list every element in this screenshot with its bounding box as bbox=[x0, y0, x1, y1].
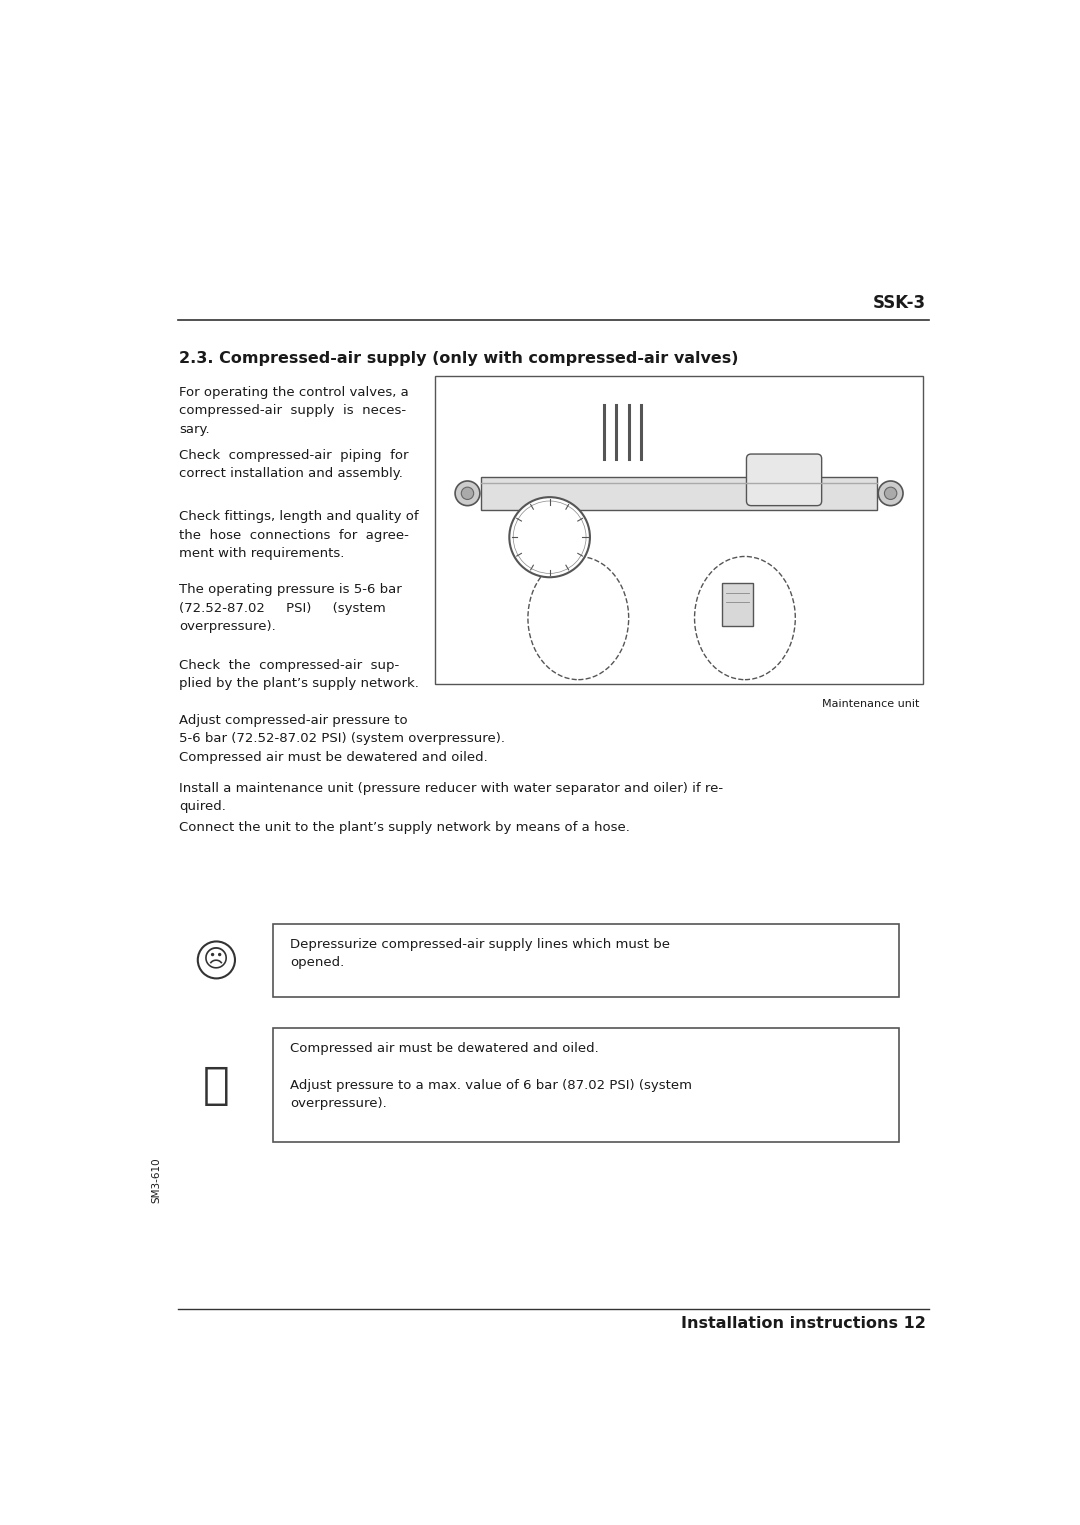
Circle shape bbox=[513, 502, 586, 573]
Text: Adjust compressed-air pressure to
5-6 bar (72.52-87.02 PSI) (system overpressure: Adjust compressed-air pressure to 5-6 ba… bbox=[179, 714, 505, 746]
Circle shape bbox=[461, 486, 474, 500]
Circle shape bbox=[510, 497, 590, 578]
Text: ☹: ☹ bbox=[203, 947, 229, 971]
Text: Installation instructions 12: Installation instructions 12 bbox=[680, 1316, 926, 1331]
Text: Install a maintenance unit (pressure reducer with water separator and oiler) if : Install a maintenance unit (pressure red… bbox=[179, 782, 724, 813]
Text: 👉: 👉 bbox=[203, 1064, 230, 1107]
Circle shape bbox=[885, 486, 896, 500]
FancyBboxPatch shape bbox=[746, 454, 822, 506]
Circle shape bbox=[198, 941, 235, 979]
FancyBboxPatch shape bbox=[273, 1028, 900, 1142]
Text: Compressed air must be dewatered and oiled.: Compressed air must be dewatered and oil… bbox=[291, 1042, 598, 1055]
FancyBboxPatch shape bbox=[435, 375, 923, 683]
Text: Adjust pressure to a max. value of 6 bar (87.02 PSI) (system
overpressure).: Adjust pressure to a max. value of 6 bar… bbox=[291, 1078, 692, 1110]
Text: Connect the unit to the plant’s supply network by means of a hose.: Connect the unit to the plant’s supply n… bbox=[179, 820, 630, 834]
Text: SSK-3: SSK-3 bbox=[873, 294, 926, 313]
Text: 2.3. Compressed-air supply (only with compressed-air valves): 2.3. Compressed-air supply (only with co… bbox=[179, 351, 739, 366]
Text: Maintenance unit: Maintenance unit bbox=[822, 698, 919, 709]
Text: Check fittings, length and quality of
the  hose  connections  for  agree-
ment w: Check fittings, length and quality of th… bbox=[179, 511, 419, 560]
Text: The operating pressure is 5-6 bar
(72.52-87.02     PSI)     (system
overpressure: The operating pressure is 5-6 bar (72.52… bbox=[179, 584, 402, 633]
Text: Depressurize compressed-air supply lines which must be
opened.: Depressurize compressed-air supply lines… bbox=[291, 938, 670, 968]
Circle shape bbox=[878, 480, 903, 506]
Text: Check  the  compressed-air  sup-
plied by the plant’s supply network.: Check the compressed-air sup- plied by t… bbox=[179, 659, 419, 691]
Bar bbox=[482, 477, 877, 511]
FancyBboxPatch shape bbox=[273, 924, 900, 997]
Text: Check  compressed-air  piping  for
correct installation and assembly.: Check compressed-air piping for correct … bbox=[179, 448, 408, 480]
Circle shape bbox=[455, 480, 480, 506]
Text: SM3-610: SM3-610 bbox=[151, 1157, 162, 1203]
Text: Compressed air must be dewatered and oiled.: Compressed air must be dewatered and oil… bbox=[179, 752, 488, 764]
Text: For operating the control valves, a
compressed-air  supply  is  neces-
sary.: For operating the control valves, a comp… bbox=[179, 386, 409, 436]
Bar bbox=[721, 584, 753, 625]
